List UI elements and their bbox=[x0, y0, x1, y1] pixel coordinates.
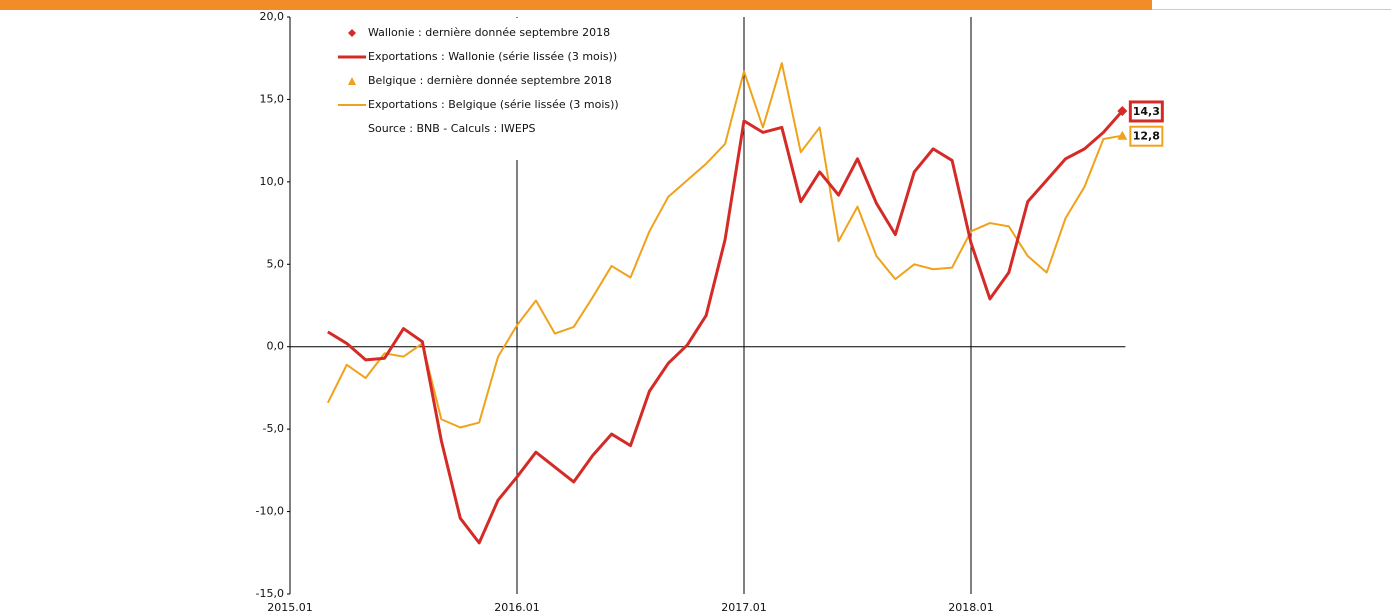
legend-label: Wallonie : dernière donnée septembre 201… bbox=[368, 26, 610, 39]
legend-background bbox=[335, 18, 680, 160]
legend-label: Belgique : dernière donnée septembre 201… bbox=[368, 74, 612, 87]
x-tick-label: 2015.01 bbox=[267, 601, 313, 614]
y-tick-label: 5,0 bbox=[267, 257, 285, 270]
legend-marker bbox=[348, 29, 356, 37]
y-tick-label: 10,0 bbox=[260, 175, 285, 188]
y-tick-label: -15,0 bbox=[256, 587, 284, 600]
series-line bbox=[326, 62, 1123, 429]
legend-label: Exportations : Belgique (série lissée (3… bbox=[368, 98, 619, 111]
y-tick-label: 15,0 bbox=[260, 92, 285, 105]
y-tick-label: -5,0 bbox=[263, 422, 284, 435]
x-tick-label: 2016.01 bbox=[494, 601, 540, 614]
marker bbox=[1117, 130, 1128, 140]
x-tick-label: 2018.01 bbox=[948, 601, 994, 614]
marker bbox=[1117, 105, 1128, 116]
y-tick-label: 20,0 bbox=[260, 10, 285, 23]
series-line bbox=[327, 109, 1124, 545]
x-tick-label: 2017.01 bbox=[721, 601, 767, 614]
header-bar bbox=[0, 0, 1152, 10]
y-tick-label: 0,0 bbox=[267, 340, 285, 353]
value-label: 12,8 bbox=[1133, 130, 1160, 143]
value-label-box bbox=[1128, 100, 1164, 123]
legend-marker bbox=[348, 77, 356, 85]
value-label: 14,3 bbox=[1133, 105, 1160, 118]
y-tick-label: -10,0 bbox=[256, 505, 284, 518]
legend-label: Exportations : Wallonie (série lissée (3… bbox=[368, 50, 617, 63]
source-note: Source : BNB - Calculs : IWEPS bbox=[368, 122, 535, 135]
value-label-box bbox=[1129, 125, 1164, 147]
